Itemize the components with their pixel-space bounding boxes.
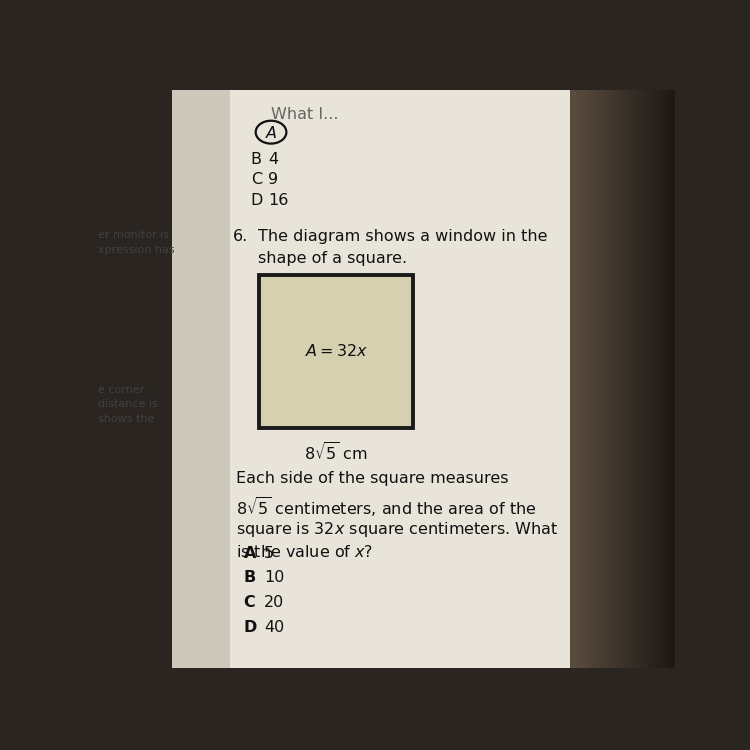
FancyBboxPatch shape (260, 274, 413, 428)
Text: 9: 9 (268, 172, 278, 187)
FancyBboxPatch shape (612, 90, 617, 668)
FancyBboxPatch shape (172, 90, 230, 668)
FancyBboxPatch shape (617, 90, 622, 668)
FancyBboxPatch shape (654, 90, 659, 668)
Text: e corner
distance is
shows the: e corner distance is shows the (98, 385, 158, 424)
Text: 20: 20 (264, 595, 284, 610)
Text: The diagram shows a window in the: The diagram shows a window in the (258, 229, 548, 244)
FancyBboxPatch shape (172, 90, 570, 668)
Text: $A = 32x$: $A = 32x$ (304, 344, 368, 359)
Text: 10: 10 (264, 571, 284, 586)
FancyBboxPatch shape (602, 90, 607, 668)
Text: shape of a square.: shape of a square. (258, 251, 407, 266)
Text: square is $32x$ square centimeters. What: square is $32x$ square centimeters. What (236, 520, 559, 538)
Text: A: A (266, 126, 277, 141)
Text: 16: 16 (268, 194, 289, 208)
FancyBboxPatch shape (607, 90, 612, 668)
FancyBboxPatch shape (586, 90, 591, 668)
Text: B: B (251, 152, 262, 166)
FancyBboxPatch shape (670, 90, 675, 668)
FancyBboxPatch shape (659, 90, 664, 668)
Text: $8\sqrt{5}$ cm: $8\sqrt{5}$ cm (304, 442, 368, 464)
FancyBboxPatch shape (664, 90, 670, 668)
Text: 4: 4 (268, 152, 278, 166)
FancyBboxPatch shape (622, 90, 628, 668)
Text: A: A (244, 546, 256, 561)
Text: 5: 5 (264, 546, 274, 561)
FancyBboxPatch shape (633, 90, 638, 668)
Text: C: C (244, 595, 256, 610)
FancyBboxPatch shape (644, 90, 649, 668)
FancyBboxPatch shape (638, 90, 644, 668)
Text: 6.: 6. (233, 229, 248, 244)
Text: er monitor is
xpression has: er monitor is xpression has (98, 230, 175, 254)
Text: C: C (251, 172, 262, 187)
FancyBboxPatch shape (628, 90, 633, 668)
FancyBboxPatch shape (570, 90, 575, 668)
Text: D: D (244, 620, 257, 635)
Text: 40: 40 (264, 620, 284, 635)
Text: Each side of the square measures: Each side of the square measures (236, 471, 509, 486)
Text: $8\sqrt{5}$ centimeters, and the area of the: $8\sqrt{5}$ centimeters, and the area of… (236, 496, 537, 519)
FancyBboxPatch shape (575, 90, 580, 668)
Text: B: B (244, 571, 256, 586)
Text: What I...: What I... (271, 107, 338, 122)
FancyBboxPatch shape (649, 90, 654, 668)
FancyBboxPatch shape (591, 90, 596, 668)
FancyBboxPatch shape (580, 90, 586, 668)
Text: is the value of $x$?: is the value of $x$? (236, 544, 374, 560)
Text: D: D (251, 194, 263, 208)
FancyBboxPatch shape (596, 90, 602, 668)
